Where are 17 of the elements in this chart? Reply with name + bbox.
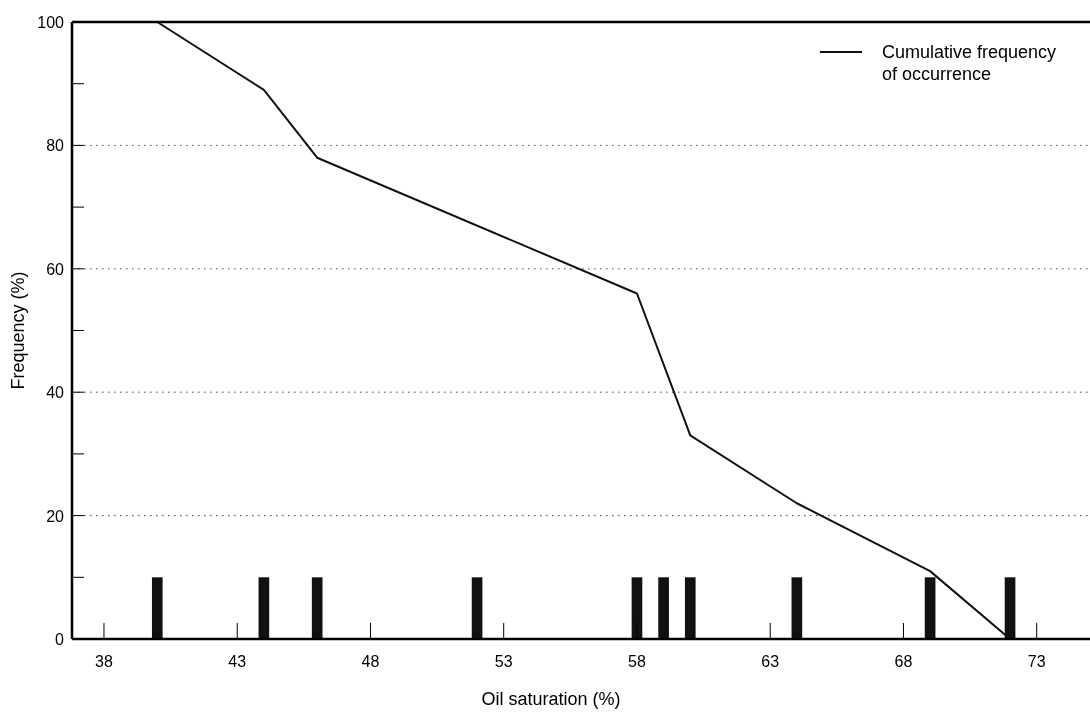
y-tick-label: 60 <box>46 260 65 278</box>
x-tick-label: 68 <box>894 653 913 670</box>
y-tick-label: 0 <box>55 631 65 648</box>
y-tick-label: 40 <box>46 384 65 402</box>
x-tick-label: 38 <box>95 653 113 670</box>
y-tick-label: 100 <box>37 14 65 31</box>
x-axis-title: Oil saturation (%) <box>481 689 621 709</box>
y-tick-label: 80 <box>46 137 65 155</box>
y-tick-label: 20 <box>46 507 65 525</box>
legend-label: Cumulative frequency of occurrence <box>882 42 1057 84</box>
x-tick-label: 53 <box>494 653 513 670</box>
x-tick-label: 73 <box>1027 653 1046 670</box>
x-tick-label: 48 <box>361 653 380 670</box>
x-tick-label: 43 <box>228 653 247 670</box>
x-tick-label: 63 <box>761 653 780 670</box>
x-tick-label: 58 <box>628 653 646 670</box>
y-axis-title: Frequency (%) <box>8 271 28 390</box>
